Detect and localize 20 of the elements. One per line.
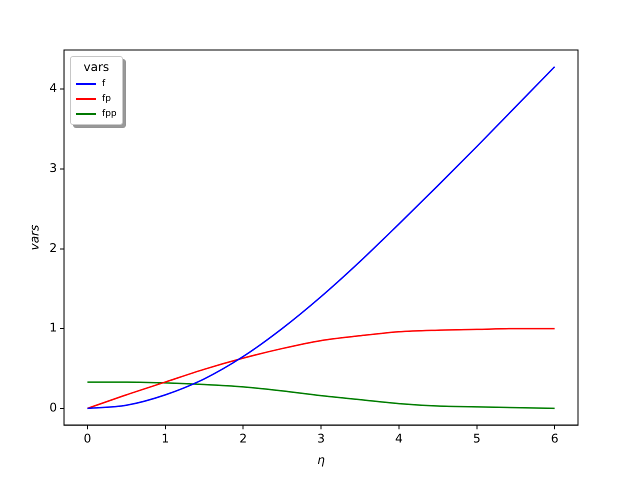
x-tick-label: 2 bbox=[239, 432, 247, 446]
x-tick-label: 4 bbox=[395, 432, 403, 446]
legend-label: f bbox=[102, 78, 106, 88]
legend-label: fp bbox=[102, 94, 111, 104]
y-tick-label: 3 bbox=[49, 161, 58, 176]
x-tick-label: 6 bbox=[550, 432, 558, 446]
y-tick-label: 2 bbox=[49, 240, 58, 255]
y-axis-title: vars bbox=[27, 224, 42, 250]
x-axis-title: η bbox=[317, 452, 326, 467]
x-tick-label: 5 bbox=[472, 432, 481, 446]
legend-label: fpp bbox=[102, 108, 117, 118]
legend-title: vars bbox=[82, 60, 110, 74]
x-tick-label: 3 bbox=[317, 432, 325, 446]
y-tick-label: 0 bbox=[49, 400, 58, 415]
x-tick-label: 0 bbox=[84, 432, 92, 446]
x-tick-label: 1 bbox=[161, 432, 170, 446]
y-tick-label: 1 bbox=[49, 320, 58, 335]
line-series bbox=[86, 328, 556, 410]
y-tick-label: 4 bbox=[49, 81, 58, 96]
line-series bbox=[86, 381, 556, 410]
